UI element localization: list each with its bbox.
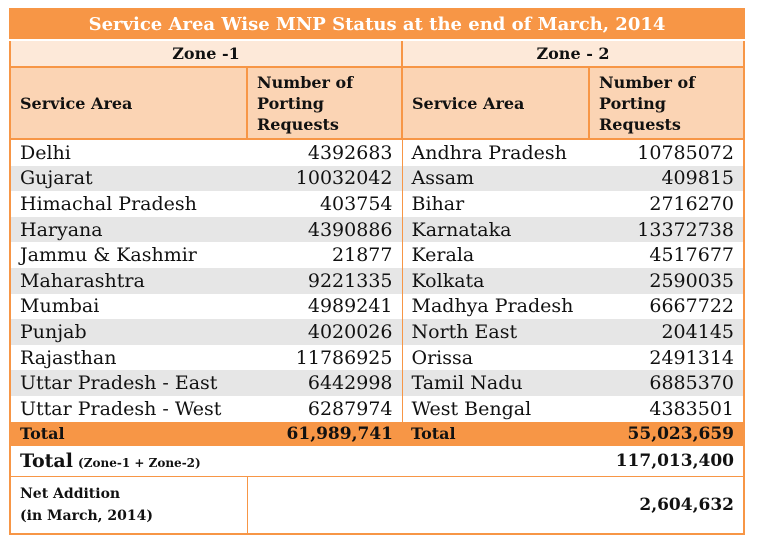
zone-1-porting-requests: 9221335 — [247, 267, 403, 294]
table-row: Uttar Pradesh - West 6287974 West Bengal 43… — [10, 395, 744, 422]
table-row: Mumbai 4989241 Madhya Pradesh 6667722 — [10, 293, 744, 320]
zone-1-porting-requests: 6442998 — [247, 370, 403, 396]
grand-total-row: Total (Zone-1 + Zone-2) 117,013,400 — [10, 445, 744, 477]
zone-1-service-area: Delhi — [10, 139, 247, 166]
grand-total-spacer — [402, 445, 589, 477]
zone-2-service-area: Karnataka — [402, 216, 589, 243]
zone-2-porting-requests: 13372738 — [589, 216, 744, 243]
zone-1-service-area: Punjab — [10, 319, 247, 345]
table-row: Gujarat 10032042 Assam 409815 — [10, 165, 744, 192]
zone-2-header: Zone - 2 — [402, 40, 744, 68]
zone-2-service-area: West Bengal — [402, 395, 589, 422]
zone-1-porting-requests: 21877 — [247, 242, 403, 268]
zone-2-total-value: 55,023,659 — [589, 421, 744, 446]
zone-1-porting-requests: 403754 — [247, 191, 403, 217]
zone-2-porting-requests: 10785072 — [589, 139, 744, 166]
zone-total-row: Total 61,989,741 Total 55,023,659 — [10, 421, 744, 446]
zone-2-porting-requests: 2716270 — [589, 191, 744, 217]
zone-2-porting-requests: 6885370 — [589, 370, 744, 396]
grand-total-value: 117,013,400 — [589, 445, 744, 477]
zone-1-porting-requests: 4390886 — [247, 216, 403, 243]
zone-1-service-area: Uttar Pradesh - West — [10, 395, 247, 422]
zone-2-requests-header: Number of Porting Requests — [589, 67, 744, 140]
grand-total-label-cell: Total (Zone-1 + Zone-2) — [10, 445, 402, 477]
net-addition-label-cell: Net Addition (in March, 2014) — [10, 476, 248, 534]
zone-2-service-area-header: Service Area — [402, 67, 590, 140]
mnp-status-document: Service Area Wise MNP Status at the end … — [9, 8, 745, 535]
zone-1-service-area: Uttar Pradesh - East — [10, 370, 247, 396]
table-row: Haryana 4390886 Karnataka 13372738 — [10, 216, 744, 243]
zone-1-total-value: 61,989,741 — [247, 421, 402, 446]
zone-1-porting-requests: 4989241 — [247, 293, 403, 320]
zone-2-service-area: Tamil Nadu — [402, 370, 589, 396]
zone-1-service-area: Haryana — [10, 216, 247, 243]
zone-2-porting-requests: 4517677 — [589, 242, 744, 268]
title-row: Service Area Wise MNP Status at the end … — [10, 9, 744, 41]
zone-1-service-area: Himachal Pradesh — [10, 191, 247, 217]
table-row: Rajasthan 11786925 Orissa 2491314 — [10, 344, 744, 371]
zone-2-service-area: North East — [402, 319, 589, 345]
zone-2-porting-requests: 6667722 — [589, 293, 744, 320]
net-addition-row: Net Addition (in March, 2014) 2,604,632 — [10, 476, 744, 534]
mnp-status-table: Service Area Wise MNP Status at the end … — [9, 8, 745, 535]
zone-row: Zone -1 Zone - 2 — [10, 40, 744, 68]
zone-1-porting-requests: 11786925 — [247, 344, 403, 371]
grand-total-sub-label: (Zone-1 + Zone-2) — [78, 455, 201, 470]
table-row: Himachal Pradesh 403754 Bihar 2716270 — [10, 191, 744, 217]
zone-1-service-area: Rajasthan — [10, 344, 247, 371]
zone-1-header: Zone -1 — [10, 40, 403, 68]
zone-2-service-area: Assam — [402, 165, 589, 192]
grand-total-label: Total — [20, 449, 73, 472]
zone-2-service-area: Orissa — [402, 344, 589, 371]
zone-2-service-area: Bihar — [402, 191, 589, 217]
zone-1-service-area-header: Service Area — [10, 67, 248, 140]
zone-2-porting-requests: 4383501 — [589, 395, 744, 422]
zone-2-service-area: Andhra Pradesh — [402, 139, 589, 166]
table-title: Service Area Wise MNP Status at the end … — [10, 9, 744, 41]
zone-1-service-area: Maharashtra — [10, 267, 247, 294]
zone-2-porting-requests: 2491314 — [589, 344, 744, 371]
zone-1-porting-requests: 4392683 — [247, 139, 403, 166]
table-body: Service Area Wise MNP Status at the end … — [10, 9, 744, 534]
zone-1-porting-requests: 10032042 — [247, 165, 403, 192]
zone-2-porting-requests: 2590035 — [589, 267, 744, 294]
column-header-row: Service Area Number of Porting Requests … — [10, 67, 744, 140]
zone-1-total-label: Total — [10, 421, 247, 446]
zone-1-service-area: Mumbai — [10, 293, 247, 320]
zone-2-service-area: Madhya Pradesh — [402, 293, 589, 320]
zone-1-requests-header: Number of Porting Requests — [247, 67, 403, 140]
zone-2-service-area: Kolkata — [402, 267, 589, 294]
table-row: Delhi 4392683 Andhra Pradesh 10785072 — [10, 139, 744, 166]
table-row: Maharashtra 9221335 Kolkata 2590035 — [10, 267, 744, 294]
zone-2-porting-requests: 204145 — [589, 319, 744, 345]
zone-2-total-label: Total — [402, 421, 589, 446]
zone-2-porting-requests: 409815 — [589, 165, 744, 192]
zone-1-service-area: Jammu & Kashmir — [10, 242, 247, 268]
zone-2-service-area: Kerala — [402, 242, 589, 268]
zone-1-porting-requests: 6287974 — [247, 395, 403, 422]
net-addition-label: Net Addition — [20, 485, 121, 502]
table-row: Uttar Pradesh - East 6442998 Tamil Nadu 688… — [10, 370, 744, 396]
table-row: Punjab 4020026 North East 204145 — [10, 319, 744, 345]
table-row: Jammu & Kashmir 21877 Kerala 4517677 — [10, 242, 744, 268]
net-addition-sub-label: (in March, 2014) — [20, 507, 153, 524]
zone-1-service-area: Gujarat — [10, 165, 247, 192]
zone-1-porting-requests: 4020026 — [247, 319, 403, 345]
net-addition-value: 2,604,632 — [639, 494, 734, 515]
